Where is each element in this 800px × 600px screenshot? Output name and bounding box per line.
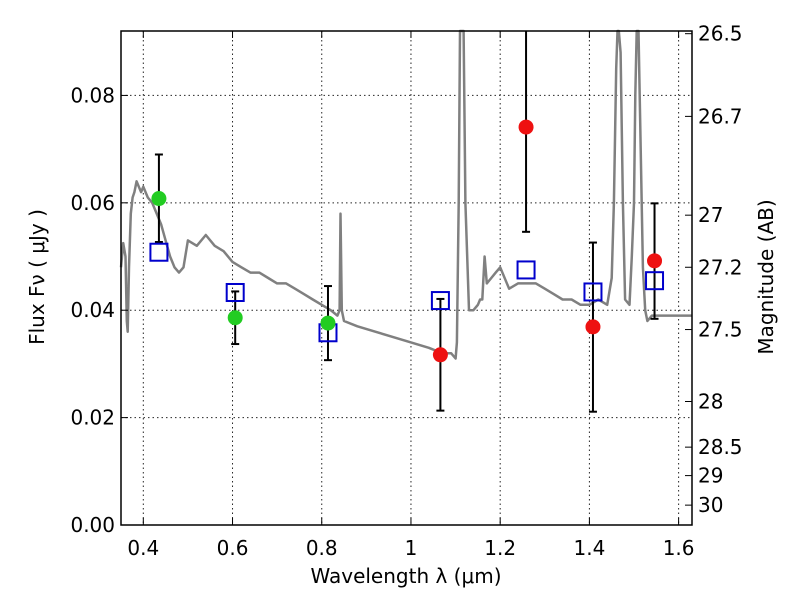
grid-lines bbox=[121, 31, 692, 525]
axis-ticks: 0.4 0.6 0.8 1 1.2 1.4 1.6 0.00 0.02 0.04 0.06 0.08 2… bbox=[70, 22, 742, 560]
y-axis-title: Flux Fν ( μJy ) bbox=[25, 209, 49, 345]
y-tick-label: 0.04 bbox=[70, 298, 115, 322]
model-square-point bbox=[516, 260, 536, 280]
model-square-point bbox=[225, 282, 245, 302]
model-spectrum bbox=[119, 29, 692, 360]
y-tick-label: 0.06 bbox=[70, 191, 115, 215]
y-tick-label: 0.00 bbox=[70, 513, 115, 537]
x-tick-label: 0.6 bbox=[217, 536, 249, 560]
right-tick-label: 27 bbox=[698, 203, 723, 227]
red-data-point bbox=[585, 319, 601, 335]
x-tick-label: 1.2 bbox=[484, 536, 516, 560]
x-tick-label: 1.6 bbox=[663, 536, 695, 560]
red-data-point bbox=[432, 347, 448, 363]
spectrum-line bbox=[119, 29, 692, 360]
red-data-point bbox=[518, 119, 534, 135]
x-tick-label: 0.4 bbox=[127, 536, 159, 560]
red-data-point bbox=[647, 253, 663, 269]
y-tick-label: 0.08 bbox=[70, 83, 115, 107]
right-tick-label: 29 bbox=[698, 464, 723, 488]
y-tick-label: 0.02 bbox=[70, 406, 115, 430]
green-data-point bbox=[151, 191, 167, 207]
model-square-point bbox=[430, 291, 450, 311]
right-tick-label: 30 bbox=[698, 493, 723, 517]
model-square-point bbox=[645, 271, 665, 291]
right-tick-label: 26.5 bbox=[698, 22, 743, 46]
green-data-point bbox=[320, 315, 336, 331]
right-tick-label: 28 bbox=[698, 390, 723, 414]
right-tick-label: 28.5 bbox=[698, 435, 743, 459]
data-points bbox=[149, 31, 665, 413]
x-tick-label: 1.4 bbox=[573, 536, 605, 560]
model-square-point bbox=[149, 242, 169, 262]
model-square-point bbox=[583, 282, 603, 302]
right-axis-title: Magnitude (AB) bbox=[754, 199, 778, 354]
x-tick-label: 0.8 bbox=[306, 536, 338, 560]
x-tick-label: 1 bbox=[405, 536, 418, 560]
plot-frame bbox=[120, 30, 693, 526]
x-axis-title: Wavelength λ (μm) bbox=[310, 564, 501, 588]
right-tick-label: 27.5 bbox=[698, 318, 743, 342]
right-tick-label: 27.2 bbox=[698, 255, 743, 279]
green-data-point bbox=[227, 310, 243, 326]
right-tick-label: 26.7 bbox=[698, 104, 743, 128]
